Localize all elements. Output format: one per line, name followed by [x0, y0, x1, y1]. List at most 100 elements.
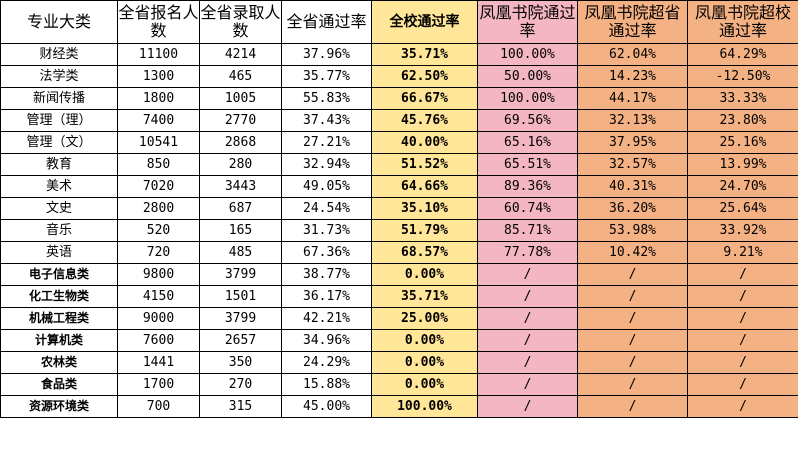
cell-major: 管理（理） [0, 109, 118, 132]
cell-applicants: 7400 [117, 109, 200, 132]
cell-academy-rate: 65.16% [477, 131, 578, 154]
cell-major: 计算机类 [0, 329, 118, 352]
cell-major: 法学类 [0, 65, 118, 88]
table-row: 教育 850 280 32.94% 51.52% 65.51% 32.57% 13.99% [0, 153, 798, 176]
cell-applicants: 2800 [117, 197, 200, 220]
cell-school-rate: 35.71% [371, 43, 478, 66]
cell-academy-over-province: / [577, 307, 688, 330]
cell-province-rate: 38.77% [281, 263, 372, 286]
cell-academy-over-school: 13.99% [687, 153, 798, 176]
cell-admitted: 3443 [199, 175, 282, 198]
cell-academy-rate: 60.74% [477, 197, 578, 220]
cell-major: 食品类 [0, 373, 118, 396]
header-province-applicants: 全省报名人数 [117, 0, 200, 44]
cell-school-rate: 64.66% [371, 175, 478, 198]
cell-academy-rate: 50.00% [477, 65, 578, 88]
cell-school-rate: 35.10% [371, 197, 478, 220]
cell-academy-rate: / [477, 307, 578, 330]
header-academy-over-province: 凤凰书院超省通过率 [577, 0, 688, 44]
cell-major: 资源环境类 [0, 395, 118, 418]
cell-major: 英语 [0, 241, 118, 264]
cell-academy-over-province: / [577, 351, 688, 374]
cell-admitted: 1005 [199, 87, 282, 110]
cell-academy-rate: / [477, 329, 578, 352]
cell-admitted: 315 [199, 395, 282, 418]
header-row: 专业大类 全省报名人数 全省录取人数 全省通过率 全校通过率 凤凰书院通过率 凤… [0, 0, 798, 44]
cell-province-rate: 37.96% [281, 43, 372, 66]
cell-major: 美术 [0, 175, 118, 198]
cell-major: 电子信息类 [0, 263, 118, 286]
table-row: 管理（文） 10541 2868 27.21% 40.00% 65.16% 37.95% 25… [0, 131, 798, 154]
cell-academy-rate: 100.00% [477, 43, 578, 66]
cell-academy-rate: 89.36% [477, 175, 578, 198]
table-row: 计算机类 7600 2657 34.96% 0.00% / / / [0, 329, 798, 352]
header-province-admitted: 全省录取人数 [199, 0, 282, 44]
cell-academy-over-province: 37.95% [577, 131, 688, 154]
cell-applicants: 700 [117, 395, 200, 418]
cell-applicants: 720 [117, 241, 200, 264]
header-province-rate: 全省通过率 [281, 0, 372, 44]
cell-admitted: 687 [199, 197, 282, 220]
table-row: 机械工程类 9000 3799 42.21% 25.00% / / / [0, 307, 798, 330]
cell-academy-over-province: 40.31% [577, 175, 688, 198]
cell-academy-over-school: / [687, 329, 798, 352]
cell-school-rate: 25.00% [371, 307, 478, 330]
cell-admitted: 1501 [199, 285, 282, 308]
table-row: 化工生物类 4150 1501 36.17% 35.71% / / / [0, 285, 798, 308]
cell-academy-rate: / [477, 395, 578, 418]
cell-academy-over-school: -12.50% [687, 65, 798, 88]
cell-admitted: 3799 [199, 307, 282, 330]
cell-academy-over-school: 25.16% [687, 131, 798, 154]
cell-academy-over-province: 32.57% [577, 153, 688, 176]
cell-academy-over-school: 25.64% [687, 197, 798, 220]
table-row: 食品类 1700 270 15.88% 0.00% / / / [0, 373, 798, 396]
cell-academy-rate: / [477, 373, 578, 396]
header-academy-rate: 凤凰书院通过率 [477, 0, 578, 44]
cell-major: 音乐 [0, 219, 118, 242]
cell-major: 财经类 [0, 43, 118, 66]
cell-school-rate: 68.57% [371, 241, 478, 264]
cell-academy-rate: / [477, 263, 578, 286]
cell-province-rate: 32.94% [281, 153, 372, 176]
cell-admitted: 165 [199, 219, 282, 242]
cell-major: 化工生物类 [0, 285, 118, 308]
cell-academy-over-province: / [577, 395, 688, 418]
cell-academy-over-province: 14.23% [577, 65, 688, 88]
cell-province-rate: 27.21% [281, 131, 372, 154]
table-row: 法学类 1300 465 35.77% 62.50% 50.00% 14.23% -12.50… [0, 65, 798, 88]
cell-province-rate: 36.17% [281, 285, 372, 308]
cell-major: 教育 [0, 153, 118, 176]
cell-academy-over-school: 9.21% [687, 241, 798, 264]
cell-admitted: 270 [199, 373, 282, 396]
cell-applicants: 520 [117, 219, 200, 242]
cell-academy-over-province: / [577, 263, 688, 286]
cell-applicants: 1800 [117, 87, 200, 110]
table-body: 财经类 11100 4214 37.96% 35.71% 100.00% 62.04% 64.… [0, 43, 798, 418]
cell-province-rate: 31.73% [281, 219, 372, 242]
cell-admitted: 2770 [199, 109, 282, 132]
cell-applicants: 10541 [117, 131, 200, 154]
cell-academy-over-school: / [687, 351, 798, 374]
table-row: 农林类 1441 350 24.29% 0.00% / / / [0, 351, 798, 374]
cell-school-rate: 0.00% [371, 351, 478, 374]
pass-rate-table: 专业大类 全省报名人数 全省录取人数 全省通过率 全校通过率 凤凰书院通过率 凤… [0, 0, 798, 418]
table-header: 专业大类 全省报名人数 全省录取人数 全省通过率 全校通过率 凤凰书院通过率 凤… [0, 0, 798, 44]
header-major: 专业大类 [0, 0, 118, 44]
cell-school-rate: 0.00% [371, 329, 478, 352]
cell-province-rate: 15.88% [281, 373, 372, 396]
cell-academy-rate: 100.00% [477, 87, 578, 110]
cell-school-rate: 100.00% [371, 395, 478, 418]
cell-province-rate: 35.77% [281, 65, 372, 88]
cell-school-rate: 62.50% [371, 65, 478, 88]
cell-admitted: 465 [199, 65, 282, 88]
cell-province-rate: 24.29% [281, 351, 372, 374]
cell-academy-over-school: / [687, 307, 798, 330]
cell-school-rate: 0.00% [371, 263, 478, 286]
cell-school-rate: 51.79% [371, 219, 478, 242]
cell-major: 机械工程类 [0, 307, 118, 330]
cell-province-rate: 42.21% [281, 307, 372, 330]
cell-academy-over-school: / [687, 263, 798, 286]
cell-academy-over-school: 23.80% [687, 109, 798, 132]
cell-province-rate: 67.36% [281, 241, 372, 264]
cell-admitted: 4214 [199, 43, 282, 66]
